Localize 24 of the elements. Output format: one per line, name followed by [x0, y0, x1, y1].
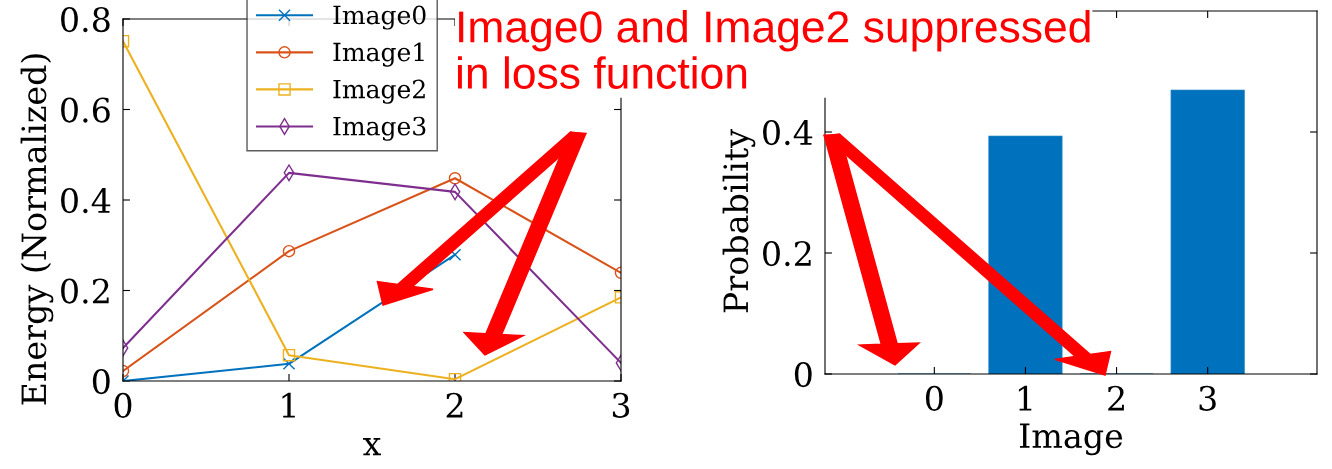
x-tick-label: 0 [114, 392, 132, 418]
legend-label: Image2 [333, 79, 425, 104]
x-tick-label: 1 [282, 392, 295, 418]
x-axis-title: x [363, 437, 381, 456]
y-tick-label: 0.6 [61, 97, 110, 123]
y-axis-title: Energy (Normalized) [20, 54, 54, 405]
y-tick-label: 0.4 [61, 187, 111, 214]
x-tick-label: 3 [612, 392, 630, 418]
y-axis-title: Probability [722, 129, 756, 313]
x-tick-label: 1 [1018, 385, 1032, 411]
y-tick-label: 0.2 [763, 240, 811, 267]
x-tick-label: 3 [1199, 385, 1216, 411]
x-tick-label: 0 [925, 385, 943, 411]
annotation: Image0 and Image2 suppressed in loss function [457, 10, 1090, 89]
y-tick-label: 0 [794, 361, 812, 388]
x-tick-label: 2 [446, 392, 463, 418]
x-tick-label: 2 [1108, 385, 1124, 411]
legend-label: Image1 [333, 42, 424, 67]
legend-label: Image0 [333, 5, 426, 30]
x-axis-title: Image [1019, 423, 1123, 456]
y-tick-label: 0.4 [763, 119, 813, 146]
y-tick-label: 0.8 [61, 6, 110, 33]
y-tick-label: 0.2 [61, 278, 109, 304]
legend-label: Image3 [333, 116, 426, 141]
